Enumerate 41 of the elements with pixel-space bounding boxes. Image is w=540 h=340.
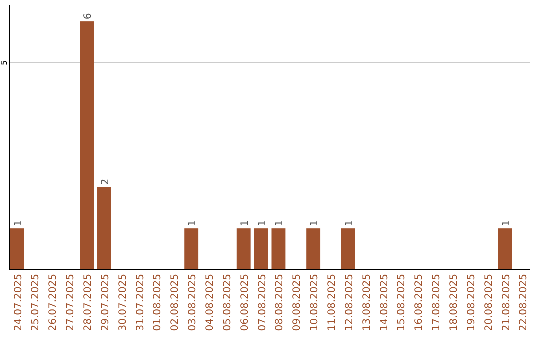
x-tick-label: 04.08.2025 xyxy=(205,274,216,332)
x-tick-label: 12.08.2025 xyxy=(344,274,356,332)
x-tick-label: 01.08.2025 xyxy=(152,274,164,332)
data-label: 1 xyxy=(344,220,356,227)
x-tick-label: 07.08.2025 xyxy=(257,274,268,332)
x-tick-label: 06.08.2025 xyxy=(240,274,251,332)
y-tick-label: 5 xyxy=(0,60,9,66)
x-tick-label: 17.08.2025 xyxy=(432,274,443,332)
x-tick-label: 03.08.2025 xyxy=(188,274,199,332)
x-tick-label: 02.08.2025 xyxy=(170,274,182,332)
x-tick-label: 26.07.2025 xyxy=(48,274,60,332)
x-tick-label: 13.08.2025 xyxy=(362,274,373,332)
x-tick-label: 18.08.2025 xyxy=(448,274,460,332)
x-tick-label: 16.08.2025 xyxy=(414,274,426,332)
x-tick-label: 19.08.2025 xyxy=(466,274,478,332)
x-tick-label: 15.08.2025 xyxy=(396,274,408,332)
data-label: 1 xyxy=(274,220,286,227)
data-label: 1 xyxy=(501,220,512,227)
data-label: 1 xyxy=(257,220,268,227)
x-tick-label: 09.08.2025 xyxy=(292,274,304,332)
data-label: 1 xyxy=(188,220,199,227)
x-tick-label: 05.08.2025 xyxy=(222,274,234,332)
x-tick-label: 30.07.2025 xyxy=(118,274,129,332)
x-tick-label: 31.07.2025 xyxy=(135,274,146,332)
x-tick-label: 10.08.2025 xyxy=(310,274,321,332)
x-tick-label: 08.08.2025 xyxy=(274,274,286,332)
x-tick-label: 29.07.2025 xyxy=(100,274,112,332)
x-tick-label: 11.08.2025 xyxy=(326,274,338,332)
x-tick-label: 25.07.2025 xyxy=(30,274,42,332)
x-tick-label: 14.08.2025 xyxy=(379,274,390,332)
x-tick-label: 20.08.2025 xyxy=(484,274,495,332)
data-label: 1 xyxy=(13,220,24,227)
data-label: 2 xyxy=(100,178,112,186)
x-tick-label: 27.07.2025 xyxy=(66,274,77,332)
x-tick-label: 28.07.2025 xyxy=(83,274,94,332)
data-label: 1 xyxy=(310,220,321,227)
x-tick-label: 21.08.2025 xyxy=(501,274,512,332)
x-tick-label: 24.07.2025 xyxy=(13,274,24,332)
x-tick-label: 22.08.2025 xyxy=(518,274,530,332)
data-label: 6 xyxy=(83,13,94,20)
data-label: 1 xyxy=(240,220,251,227)
